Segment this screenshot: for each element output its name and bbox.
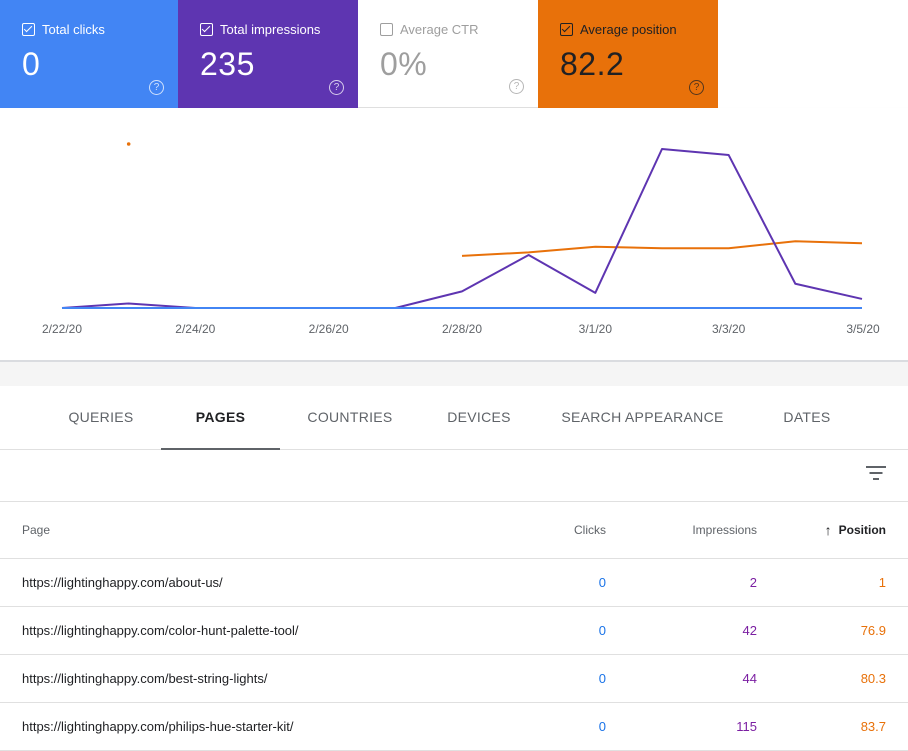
metric-label: Total impressions (220, 22, 321, 37)
clicks-value: 0 (598, 671, 606, 686)
x-tick-label: 3/3/20 (712, 322, 746, 336)
column-header-page[interactable]: Page (22, 523, 51, 537)
clicks-value: 0 (598, 719, 606, 734)
checkbox-icon[interactable] (22, 23, 35, 36)
metric-label: Average CTR (400, 22, 479, 37)
impressions-value: 115 (736, 719, 757, 734)
page-url: https://lightinghappy.com/about-us/ (22, 575, 223, 590)
clicks-value: 0 (598, 623, 606, 638)
page-url: https://lightinghappy.com/color-hunt-pal… (22, 623, 299, 638)
tab-pages[interactable]: PAGES (161, 386, 280, 450)
column-header-clicks[interactable]: Clicks (574, 523, 606, 537)
x-tick-label: 2/24/20 (175, 322, 215, 336)
position-value: 80.3 (860, 671, 886, 686)
metric-label: Total clicks (42, 22, 105, 37)
sort-ascending-icon: ↑ (824, 522, 832, 538)
x-tick-label: 2/28/20 (442, 322, 482, 336)
help-icon[interactable]: ? (149, 80, 164, 95)
column-header-impressions[interactable]: Impressions (692, 523, 757, 537)
column-header-position-label: Position (838, 523, 886, 537)
tab-countries[interactable]: COUNTRIES (307, 409, 393, 425)
performance-chart: 2/22/20 2/24/20 2/26/20 2/28/20 3/1/20 3/3/20… (0, 108, 908, 362)
page-url: https://lightinghappy.com/best-string-li… (22, 671, 268, 686)
help-icon[interactable]: ? (329, 80, 344, 95)
tab-devices[interactable]: DEVICES (447, 409, 511, 425)
position-value: 1 (878, 575, 886, 590)
table-row[interactable]: https://lightinghappy.com/best-string-li… (0, 655, 908, 703)
clicks-value: 0 (598, 575, 606, 590)
tab-dates[interactable]: DATES (783, 409, 831, 425)
table-row[interactable]: https://lightinghappy.com/philips-hue-st… (0, 703, 908, 751)
pages-table: Page Clicks Impressions ↑ Position https… (0, 502, 908, 751)
table-row[interactable]: https://lightinghappy.com/color-hunt-pal… (0, 607, 908, 655)
metric-value: 235 (200, 46, 255, 82)
metric-label: Average position (580, 22, 677, 37)
impressions-value: 42 (742, 623, 757, 638)
x-tick-label: 2/22/20 (42, 322, 82, 336)
table-header: Page Clicks Impressions ↑ Position (0, 502, 908, 559)
help-icon[interactable]: ? (689, 80, 704, 95)
table-row[interactable]: https://lightinghappy.com/about-us/ 0 2 … (0, 559, 908, 607)
metric-value: 0% (380, 46, 428, 82)
checkbox-icon[interactable] (200, 23, 213, 36)
checkbox-icon[interactable] (380, 23, 393, 36)
metric-card-total-clicks[interactable]: Total clicks 0 ? (0, 0, 178, 108)
column-header-position[interactable]: ↑ Position (825, 502, 886, 558)
series-line-total-impressions (61, 148, 863, 309)
checkbox-icon[interactable] (560, 23, 573, 36)
metric-value: 0 (22, 46, 41, 82)
x-tick-label: 3/5/20 (846, 322, 880, 336)
x-tick-label: 2/26/20 (309, 322, 349, 336)
x-tick-label: 3/1/20 (579, 322, 613, 336)
metric-card-average-position[interactable]: Average position 82.2 ? (538, 0, 718, 108)
series-point-average-position (126, 142, 131, 146)
impressions-value: 2 (749, 575, 757, 590)
impressions-value: 44 (742, 671, 757, 686)
metric-card-average-ctr[interactable]: Average CTR 0% ? (358, 0, 538, 108)
help-icon[interactable]: ? (509, 79, 524, 94)
chart-svg: 2/22/20 2/24/20 2/26/20 2/28/20 3/1/20 3/3/20… (42, 142, 880, 336)
section-divider (0, 362, 908, 386)
dimension-tabs: QUERIES PAGES COUNTRIES DEVICES SEARCH A… (0, 386, 908, 450)
series-line-average-position (461, 240, 863, 257)
page-url: https://lightinghappy.com/philips-hue-st… (22, 719, 294, 734)
metric-card-total-impressions[interactable]: Total impressions 235 ? (178, 0, 358, 108)
metric-cards: Total clicks 0 ? Total impressions 235 ?… (0, 0, 718, 108)
filter-bar (0, 450, 908, 502)
position-value: 76.9 (860, 623, 886, 638)
metric-value: 82.2 (560, 46, 625, 82)
tab-search-appearance[interactable]: SEARCH APPEARANCE (561, 409, 724, 425)
position-value: 83.7 (860, 719, 886, 734)
tab-queries[interactable]: QUERIES (68, 409, 134, 425)
filter-icon[interactable] (866, 465, 886, 481)
